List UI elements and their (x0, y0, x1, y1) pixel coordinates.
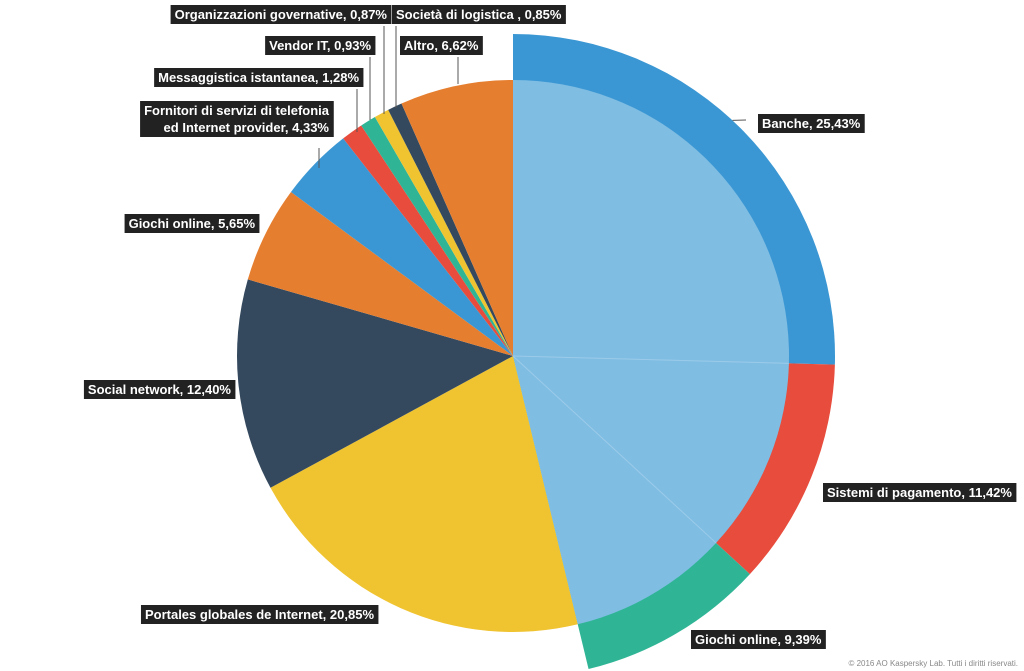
slice-label: Portales globales de Internet, 20,85% (140, 605, 379, 624)
slice-label-box (400, 36, 483, 55)
slice-label-box (124, 214, 260, 233)
slice-label-text: ed Internet provider, 4,33% (164, 120, 330, 135)
slice-label-text: Fornitori di servizi di telefonia (144, 103, 330, 118)
slice-label-box (140, 101, 334, 137)
pie-slice (361, 117, 513, 357)
leader-lines (318, 26, 747, 168)
slice-label: Messaggistica istantanea, 1,28% (154, 68, 364, 87)
slice-label: Social network, 12,40% (83, 380, 236, 399)
slice-label-text: Vendor IT, 0,93% (269, 38, 371, 53)
slice-label: Fornitori di servizi di telefonia ed Inte… (140, 101, 334, 137)
slice-label-box (392, 5, 566, 24)
slice-label-box (170, 5, 392, 24)
slice-label-box (691, 630, 826, 649)
slice-label-text: Giochi online, 9,39% (695, 632, 822, 647)
pie-slice (343, 125, 513, 357)
pie-slice (388, 103, 513, 357)
pie-slice (270, 356, 578, 633)
financial-group-inner (513, 79, 790, 625)
slice-label: Società di logistica , 0,85% (392, 5, 566, 24)
slice-label-box (140, 605, 379, 624)
slice-label-box (758, 114, 865, 133)
slice-label-text: Giochi online, 5,65% (129, 216, 256, 231)
slice-label-text: Social network, 12,40% (88, 382, 232, 397)
slice-label-text: Messaggistica istantanea, 1,28% (158, 70, 359, 85)
slice-label: Sistemi di pagamento, 11,42% (823, 483, 1017, 502)
slice-label-text: Società di logistica , 0,85% (396, 7, 562, 22)
slice-label: Banche, 25,43% (758, 114, 865, 133)
slice-label-text: Banche, 25,43% (762, 116, 861, 131)
slice-label-box (83, 380, 236, 399)
pie-slice (290, 138, 513, 356)
slice-labels: Banche, 25,43% Sistemi di pagamento, 11,4… (83, 5, 1017, 649)
slice-label-text: Altro, 6,62% (404, 38, 479, 53)
copyright-note: © 2016 AO Kaspersky Lab. Tutti i diritti… (848, 659, 1018, 668)
pie-slice (401, 80, 513, 356)
slice-label-box (823, 483, 1017, 502)
pie-slice (374, 109, 513, 356)
overlay-divider (512, 355, 717, 544)
slice-label-text: Sistemi di pagamento, 11,42% (827, 485, 1012, 500)
slice-label-box (154, 68, 364, 87)
pie-slice (247, 192, 513, 356)
overlay-divider (512, 355, 789, 364)
slice-label: Vendor IT, 0,93% (265, 36, 376, 55)
slice-label: Giochi online, 9,39% (691, 630, 826, 649)
pie-slice (236, 279, 513, 488)
slice-label: Organizzazioni governative, 0,87% (170, 5, 392, 24)
slice-label-text: Organizzazioni governative, 0,87% (175, 7, 388, 22)
financial-group-overlay (512, 79, 790, 625)
slice-label: Altro, 6,62% (400, 36, 483, 55)
slice-label: Giochi online, 5,65% (124, 214, 260, 233)
slice-label-box (265, 36, 376, 55)
slice-label-text: Portales globales de Internet, 20,85% (145, 607, 374, 622)
